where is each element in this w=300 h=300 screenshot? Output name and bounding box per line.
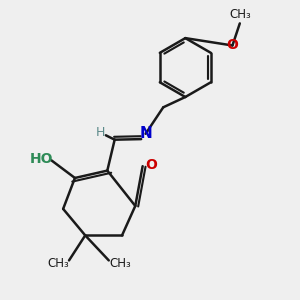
Text: CH₃: CH₃ [109,257,131,270]
Text: CH₃: CH₃ [229,8,251,21]
Text: H: H [95,126,105,139]
Text: CH₃: CH₃ [47,257,69,270]
Text: O: O [226,38,238,52]
Text: O: O [145,158,157,172]
Text: HO: HO [29,152,53,166]
Text: N: N [139,126,152,141]
